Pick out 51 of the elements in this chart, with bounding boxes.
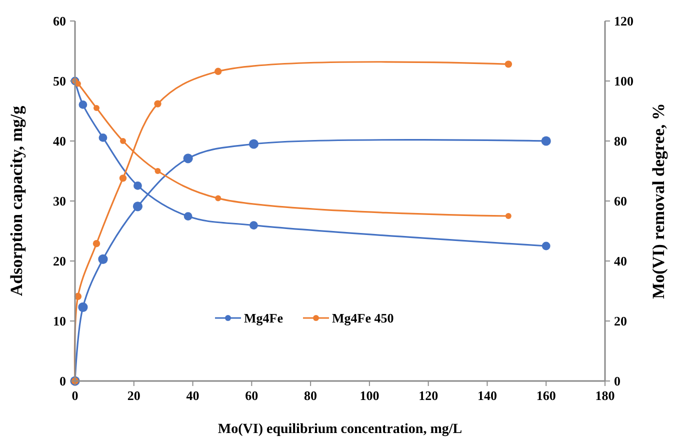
- x-tick-label: 180: [595, 388, 615, 403]
- legend-label: Mg4Fe: [244, 310, 284, 326]
- point: [92, 240, 100, 248]
- y-tick-label: 10: [53, 314, 66, 329]
- point: [541, 136, 551, 146]
- point: [154, 100, 162, 108]
- x-tick-label: 40: [186, 388, 200, 403]
- y-tick-label: 0: [60, 374, 66, 389]
- y-axis-title: Adsorption capacity, mg/g: [7, 105, 26, 296]
- point: [505, 213, 512, 219]
- legend-label: Mg4Fe 450: [332, 310, 394, 326]
- y2-tick-label: 0: [614, 374, 620, 389]
- point: [183, 154, 193, 164]
- y-tick-label: 20: [53, 254, 66, 269]
- point: [93, 105, 100, 111]
- point: [78, 100, 88, 109]
- point: [132, 202, 143, 212]
- y2-tick-label: 20: [614, 314, 627, 329]
- point: [184, 212, 192, 220]
- point: [248, 139, 259, 149]
- point: [119, 174, 127, 182]
- x-tick-label: 80: [304, 388, 318, 403]
- point: [134, 182, 142, 190]
- y2-tick-label: 40: [614, 254, 627, 269]
- y2-tick-label: 60: [614, 194, 627, 209]
- x-axis-title: Mo(VI) equilibrium concentration, mg/L: [218, 422, 462, 437]
- x-tick-label: 100: [360, 388, 380, 403]
- point: [154, 168, 161, 174]
- point: [214, 68, 222, 75]
- x-tick-label: 120: [418, 388, 438, 403]
- point: [98, 134, 108, 142]
- y2-axis-title: Mo(VI) removal degree, %: [649, 103, 668, 299]
- y-tick-label: 40: [53, 134, 66, 149]
- x-tick-label: 0: [72, 388, 78, 403]
- point: [98, 254, 108, 264]
- x-tick-label: 140: [477, 388, 497, 403]
- point: [504, 60, 512, 68]
- point: [215, 195, 222, 202]
- x-tick-label: 60: [245, 388, 258, 403]
- point: [120, 138, 126, 144]
- point: [250, 221, 258, 230]
- point: [78, 302, 88, 312]
- y2-tick-label: 80: [614, 134, 627, 149]
- x-tick-label: 20: [127, 388, 140, 403]
- y-tick-label: 30: [53, 194, 66, 209]
- y2-tick-label: 100: [614, 74, 634, 89]
- y-tick-label: 50: [53, 74, 66, 89]
- x-tick-label: 160: [536, 388, 556, 403]
- y-tick-label: 60: [53, 14, 66, 29]
- y2-tick-label: 120: [614, 14, 634, 29]
- point: [542, 242, 550, 250]
